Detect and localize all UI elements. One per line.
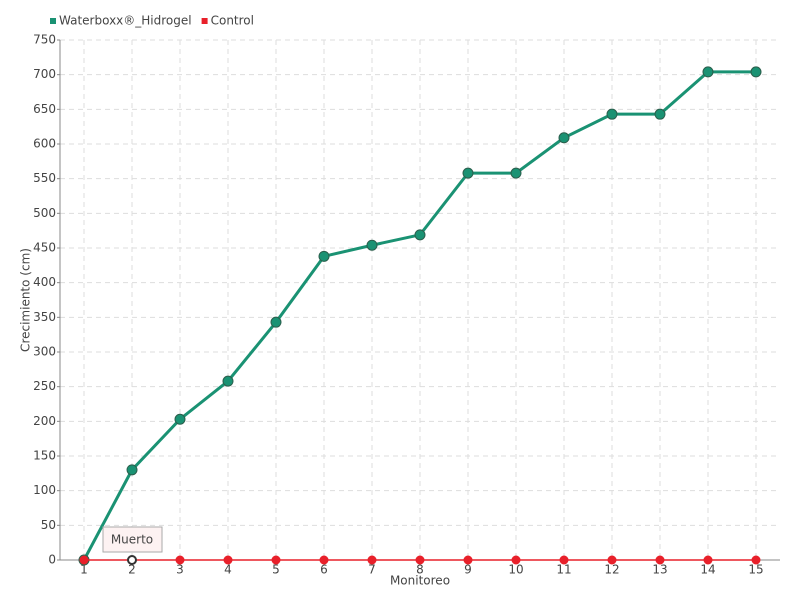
x-tick-label: 12 [604, 563, 619, 577]
data-point [270, 316, 282, 328]
x-tick-label: 13 [652, 563, 667, 577]
data-point [318, 250, 330, 262]
y-tick-label: 400 [33, 275, 56, 289]
data-point [655, 555, 665, 565]
y-tick-label: 750 [33, 33, 56, 47]
data-point [366, 239, 378, 251]
x-tick-label: 11 [556, 563, 571, 577]
data-point [127, 555, 137, 565]
data-point [174, 413, 186, 425]
x-tick-label: 9 [464, 563, 472, 577]
tooltip-text: Muerto [111, 533, 153, 547]
data-point [319, 555, 329, 565]
data-point [558, 132, 570, 144]
y-tick-label: 450 [33, 241, 56, 255]
y-tick-label: 100 [33, 483, 56, 497]
y-axis-label: Crecimiento (cm) [19, 248, 33, 352]
x-tick-label: 8 [416, 563, 424, 577]
y-tick-label: 200 [33, 414, 56, 428]
x-axis-label: Monitoreo [390, 574, 450, 588]
legend-swatch [50, 18, 56, 24]
data-point [654, 108, 666, 120]
y-tick-label: 150 [33, 449, 56, 463]
data-point [415, 555, 425, 565]
data-point [462, 167, 474, 179]
data-point [607, 555, 617, 565]
data-point [751, 555, 761, 565]
x-tick-label: 14 [700, 563, 715, 577]
y-tick-label: 550 [33, 171, 56, 185]
legend-label: Waterboxx®_Hidrogel [59, 14, 192, 28]
data-point [511, 555, 521, 565]
y-tick-label: 0 [48, 553, 56, 567]
data-point [463, 555, 473, 565]
data-point [222, 375, 234, 387]
data-point [367, 555, 377, 565]
y-tick-label: 250 [33, 379, 56, 393]
y-tick-label: 650 [33, 102, 56, 116]
data-point [79, 555, 89, 565]
data-point [126, 464, 138, 476]
x-tick-label: 2 [128, 563, 136, 577]
legend-swatch [201, 18, 208, 24]
y-tick-label: 50 [41, 518, 56, 532]
data-point [702, 66, 714, 78]
y-tick-label: 500 [33, 206, 56, 220]
data-point [271, 555, 281, 565]
x-tick-label: 7 [368, 563, 376, 577]
y-tick-label: 700 [33, 67, 56, 81]
x-tick-label: 6 [320, 563, 328, 577]
data-point [175, 555, 185, 565]
x-tick-label: 10 [508, 563, 523, 577]
x-tick-label: 5 [272, 563, 280, 577]
x-tick-label: 1 [80, 563, 88, 577]
x-tick-label: 4 [224, 563, 232, 577]
x-tick-label: 3 [176, 563, 184, 577]
data-point [223, 555, 233, 565]
legend-label: Control [211, 14, 254, 28]
tooltip-box [102, 526, 163, 553]
x-tick-label: 15 [748, 563, 763, 577]
data-point [414, 229, 426, 241]
data-point [703, 555, 713, 565]
y-tick-label: 350 [33, 310, 56, 324]
data-point [559, 555, 569, 565]
data-point [750, 66, 762, 78]
data-point [606, 108, 618, 120]
data-point [510, 167, 522, 179]
series-line [82, 70, 756, 561]
y-tick-label: 600 [33, 137, 56, 151]
y-tick-label: 300 [33, 345, 56, 359]
